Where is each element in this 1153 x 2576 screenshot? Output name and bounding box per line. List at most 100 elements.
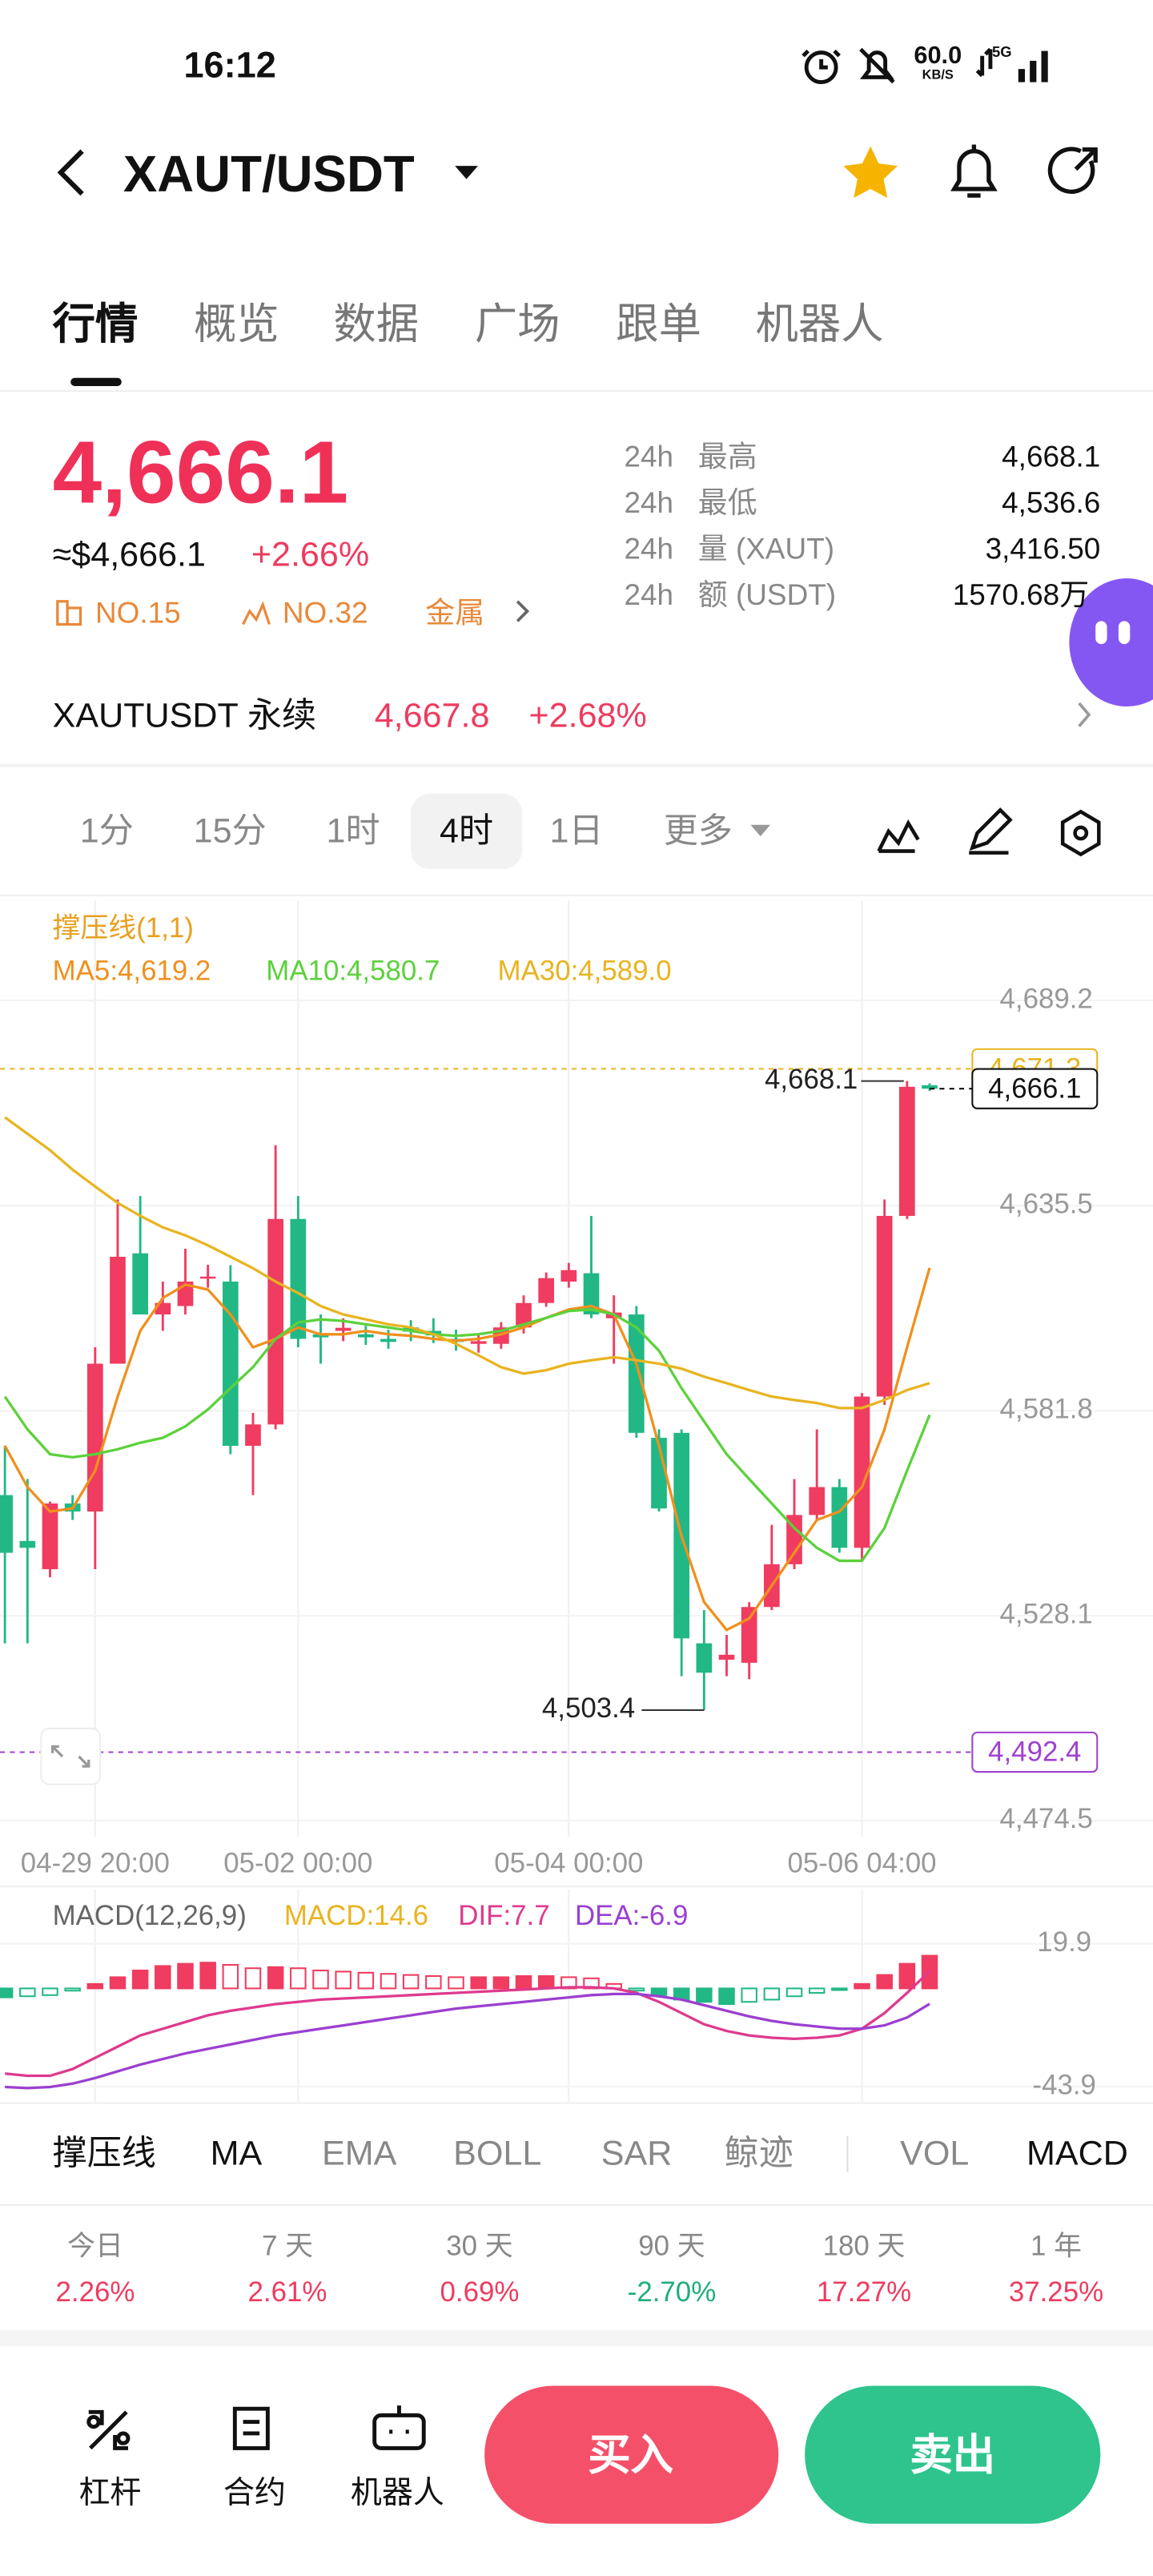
pair-dropdown[interactable] xyxy=(455,166,478,179)
pair-title[interactable]: XAUT/USDT xyxy=(123,145,415,203)
macd-bar xyxy=(86,1982,104,1990)
macd-bar xyxy=(448,1976,464,1990)
y-tick-label: 4,581.8 xyxy=(1000,1393,1093,1424)
y-tick-label: 4,689.2 xyxy=(1000,983,1093,1014)
legend-entry: MA5:4,619.2 xyxy=(53,956,211,987)
rank[interactable]: NO.15 xyxy=(94,596,181,630)
macd-bar xyxy=(718,1987,735,2006)
tab[interactable]: 概览 xyxy=(194,299,279,348)
net-speed: 60.0 xyxy=(914,42,962,70)
interval[interactable]: 1分 xyxy=(79,812,134,851)
candle-body xyxy=(718,1654,735,1660)
favorite-star[interactable] xyxy=(843,146,898,198)
candle-body xyxy=(312,1334,329,1338)
tab[interactable]: 广场 xyxy=(474,299,560,348)
indicator-tab[interactable]: MA xyxy=(210,2135,263,2173)
candle-body xyxy=(132,1253,149,1315)
candle-body xyxy=(267,1218,284,1425)
candle-body xyxy=(380,1338,396,1342)
candle-body xyxy=(42,1503,58,1570)
candle-body xyxy=(809,1487,826,1515)
interval[interactable]: 4时 xyxy=(440,812,494,851)
macd-bar xyxy=(898,1962,916,1990)
y-tick-label: 4,528.1 xyxy=(1000,1598,1093,1629)
macd-bar xyxy=(19,1987,36,1998)
indicator-tab[interactable]: SAR xyxy=(601,2135,673,2173)
sector[interactable]: 金属 xyxy=(425,596,485,630)
perf-value: 2.26% xyxy=(55,2276,135,2308)
indicator-tab[interactable]: 鲸迹 xyxy=(724,2135,793,2173)
interval[interactable]: 15分 xyxy=(193,812,267,851)
tool-icons[interactable] xyxy=(86,2405,426,2450)
interval[interactable]: 1日 xyxy=(549,812,604,851)
indicator-tab[interactable]: EMA xyxy=(322,2135,397,2173)
perf-value: 17.27% xyxy=(816,2276,912,2308)
tab[interactable]: 机器人 xyxy=(755,299,884,348)
ma-line xyxy=(3,1267,931,1632)
ma-line xyxy=(4,1116,930,1410)
macd-bar xyxy=(357,1971,375,1990)
perpetual-name[interactable]: XAUTUSDT 永续 xyxy=(52,697,317,735)
buy-label[interactable]: 买入 xyxy=(588,2429,674,2480)
legend-entry: DIF:7.7 xyxy=(458,1900,549,1931)
indicator-tab[interactable]: MACD xyxy=(1026,2135,1128,2173)
sell-button[interactable] xyxy=(805,2385,1101,2524)
macd-bar xyxy=(155,1965,171,1990)
y-tick-label: 4,474.5 xyxy=(1000,1803,1093,1834)
stat-value: 3,416.50 xyxy=(985,532,1101,566)
rank-icon xyxy=(56,600,82,626)
y-tick-label: -43.9 xyxy=(1032,2069,1095,2100)
macd-bar xyxy=(267,1966,284,1990)
candle-body xyxy=(110,1257,126,1364)
assistant-bubble[interactable] xyxy=(1069,578,1153,707)
macd-bar xyxy=(876,1974,893,1990)
macd-bar xyxy=(425,1975,442,1990)
perf-period: 180 天 xyxy=(822,2230,906,2262)
stat-period: 24h xyxy=(624,532,674,566)
candle-body xyxy=(786,1515,802,1564)
price-line-box xyxy=(971,1731,1099,1773)
indicator-title: 撑压线(1,1) xyxy=(53,912,194,944)
candle-body xyxy=(922,1085,938,1089)
candle-body xyxy=(335,1327,352,1331)
perf-period: 90 天 xyxy=(638,2230,705,2262)
sell-label[interactable]: 卖出 xyxy=(910,2429,996,2480)
perpetual-chevron[interactable] xyxy=(1078,702,1091,727)
candle-body xyxy=(403,1327,420,1332)
indicator-tab[interactable]: BOLL xyxy=(453,2135,542,2173)
more-dropdown[interactable] xyxy=(750,824,771,837)
macd-bar xyxy=(492,1976,510,1990)
macd-bar xyxy=(290,1967,307,1990)
tool-label[interactable]: 杠杆 xyxy=(78,2477,142,2512)
sector-chevron[interactable] xyxy=(516,600,530,622)
signal-bars xyxy=(1018,50,1048,83)
ma-line xyxy=(3,1308,931,1563)
macd-bar xyxy=(199,1962,216,1990)
stat-period: 24h xyxy=(624,578,674,612)
back-button[interactable] xyxy=(57,149,84,196)
chart-tools[interactable] xyxy=(877,807,1101,857)
buy-button[interactable] xyxy=(484,2385,779,2524)
x-tick-label: 05-02 00:00 xyxy=(223,1847,372,1878)
indicator-tab[interactable]: VOL xyxy=(900,2135,970,2173)
perf-period: 1 年 xyxy=(1030,2230,1082,2262)
tab[interactable]: 跟单 xyxy=(616,299,701,348)
macd-bar xyxy=(335,1970,352,1990)
tab[interactable]: 数据 xyxy=(333,299,420,348)
tab[interactable]: 行情 xyxy=(52,299,139,348)
rank[interactable]: NO.32 xyxy=(282,596,368,630)
macd-line xyxy=(5,1992,930,2090)
expand-button[interactable] xyxy=(40,1727,102,1785)
tool-label[interactable]: 机器人 xyxy=(350,2477,444,2512)
tool-label[interactable]: 合约 xyxy=(223,2477,286,2512)
legend-entry: MA10:4,580.7 xyxy=(266,956,440,987)
candle-body xyxy=(0,1495,13,1553)
share-button[interactable] xyxy=(1047,147,1098,194)
candle-body xyxy=(470,1341,487,1344)
net-speed-unit: KB/S xyxy=(922,67,954,83)
indicator-tab[interactable]: 撑压线 xyxy=(52,2135,156,2173)
interval[interactable]: 1时 xyxy=(326,812,380,851)
interval[interactable]: 更多 xyxy=(663,812,733,851)
alert-bell[interactable] xyxy=(950,144,998,198)
